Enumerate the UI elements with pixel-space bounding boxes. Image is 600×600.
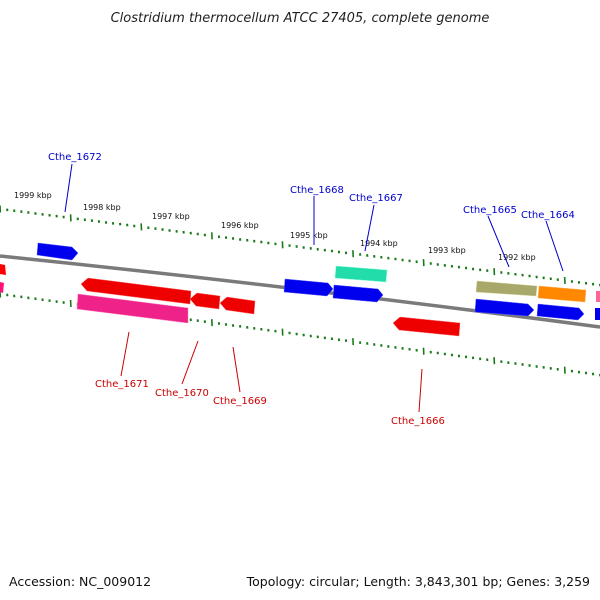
feature-cthe-1671-red[interactable] [80, 277, 192, 305]
kbp-label: 1999 kbp [14, 191, 52, 200]
feature-cthe-1671-pink[interactable] [76, 293, 189, 324]
gene-label-cthe-1666[interactable]: Cthe_1666 [391, 416, 445, 427]
kbp-label: 1997 kbp [152, 212, 190, 221]
feature-top-blue-4[interactable] [536, 303, 585, 321]
gene-label-cthe-1671[interactable]: Cthe_1671 [95, 379, 149, 390]
gene-label-cthe-1670[interactable]: Cthe_1670 [155, 388, 209, 399]
feature-cthe-1669[interactable] [219, 296, 256, 315]
accession-text: Accession: NC_009012 [9, 574, 151, 589]
feature-cthe-1666[interactable] [392, 316, 461, 337]
feature-top-partial-left[interactable] [0, 264, 6, 275]
feature-top-blue-2[interactable] [332, 284, 384, 303]
feature-cthe-1667-teal[interactable] [334, 265, 388, 283]
gene-label-cthe-1668[interactable]: Cthe_1668 [290, 185, 344, 196]
feature-cthe-1665-olive[interactable] [475, 280, 538, 297]
gene-label-cthe-1664[interactable]: Cthe_1664 [521, 210, 575, 221]
kbp-label: 1992 kbp [498, 253, 536, 262]
kbp-label: 1996 kbp [221, 221, 259, 230]
feature-top-blue-3[interactable] [474, 298, 535, 317]
leader-lines-bottom [120, 331, 423, 413]
kbp-label: 1995 kbp [290, 231, 328, 240]
kbp-label: 1994 kbp [360, 239, 398, 248]
feature-top-blue-edge[interactable] [595, 308, 600, 320]
gene-label-cthe-1669[interactable]: Cthe_1669 [213, 396, 267, 407]
feature-cthe-1670[interactable] [189, 292, 221, 310]
gene-label-cthe-1665[interactable]: Cthe_1665 [463, 205, 517, 216]
tick-track-top [0, 205, 600, 287]
genome-info-text: Topology: circular; Length: 3,843,301 bp… [246, 574, 590, 589]
gene-label-cthe-1667[interactable]: Cthe_1667 [349, 193, 403, 204]
map-title: Clostridium thermocellum ATCC 27405, com… [111, 11, 490, 26]
kbp-label: 1998 kbp [83, 203, 121, 212]
feature-cthe-1668[interactable] [283, 278, 334, 297]
feature-cthe-1664-orange[interactable] [537, 285, 587, 303]
gene-label-cthe-1672[interactable]: Cthe_1672 [48, 152, 102, 163]
feature-bottom-partial-left[interactable] [0, 282, 4, 293]
feature-top-blue-1[interactable] [36, 242, 79, 261]
feature-top-pink-edge[interactable] [596, 291, 600, 302]
kbp-label: 1993 kbp [428, 246, 466, 255]
leader-lines-top [64, 163, 564, 272]
